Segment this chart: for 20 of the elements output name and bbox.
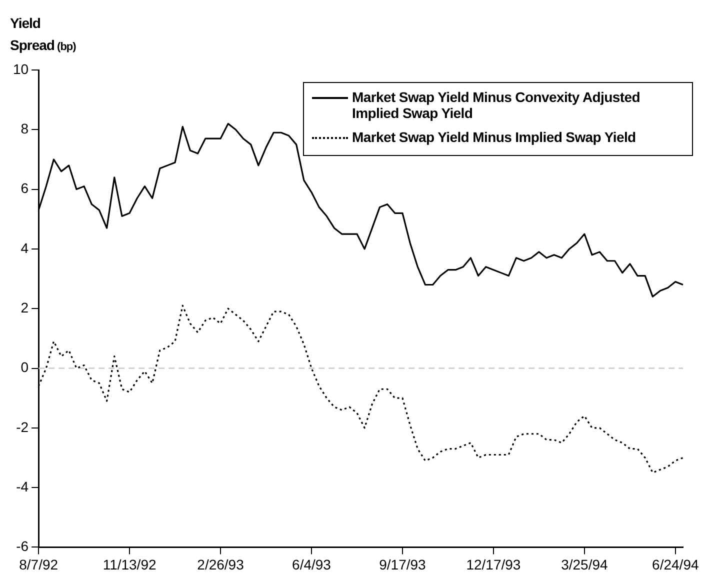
- y-axis-title: Yield Spread (bp): [10, 14, 76, 53]
- x-tick-label: 3/25/94: [561, 556, 608, 572]
- y-tick-label: -2: [16, 418, 29, 435]
- x-tick-label: 2/26/93: [197, 556, 244, 572]
- x-tick-label: 11/13/92: [102, 556, 156, 572]
- x-tick-label: 9/17/93: [379, 556, 426, 572]
- x-tick-label: 12/17/93: [466, 556, 521, 572]
- y-tick-label: 4: [20, 240, 29, 256]
- x-tick-label: 6/24/94: [652, 556, 699, 572]
- y-tick-label: 10: [12, 60, 29, 77]
- y-tick-label: -6: [16, 538, 29, 554]
- legend-label: Market Swap Yield Minus Convexity Adjusted Implied Swap Yield: [352, 89, 641, 121]
- y-tick-label: 8: [20, 120, 29, 137]
- y-tick-label: 6: [20, 180, 29, 196]
- legend-label: Market Swap Yield Minus Implied Swap Yield: [352, 129, 636, 145]
- y-tick-label: 0: [20, 359, 29, 376]
- x-tick-label: 6/4/93: [292, 556, 332, 572]
- x-tick-label: 8/7/92: [19, 556, 58, 572]
- y-tick-label: -4: [16, 478, 29, 494]
- y-tick-label: 2: [20, 299, 29, 316]
